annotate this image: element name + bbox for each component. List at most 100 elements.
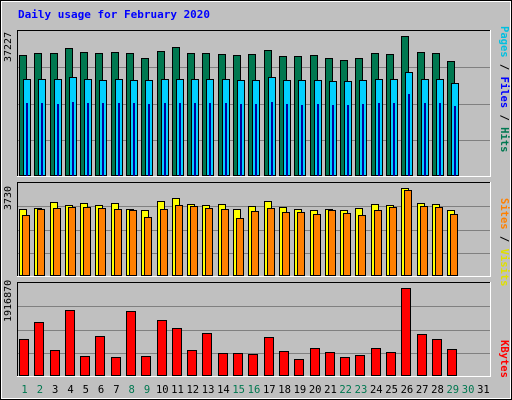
pages-bar xyxy=(454,106,456,176)
kbytes-bar xyxy=(95,336,105,376)
legend-sep-2: / xyxy=(498,108,510,128)
day-label: 17 xyxy=(263,384,276,396)
pages-bar xyxy=(378,103,380,176)
day-label: 13 xyxy=(202,384,215,396)
pages-files-hits-legend: Pages / Files / Hits xyxy=(498,26,510,152)
day-label: 24 xyxy=(370,384,383,396)
kbytes-bar xyxy=(34,322,44,376)
day-label: 3 xyxy=(52,384,58,396)
kbytes-bar xyxy=(141,356,151,376)
day-label: 6 xyxy=(98,384,104,396)
day-label: 23 xyxy=(355,384,368,396)
sites-bar xyxy=(450,214,458,276)
pages-bar xyxy=(286,104,288,176)
sites-bar xyxy=(160,209,168,276)
day-label: 11 xyxy=(171,384,184,396)
day-label: 12 xyxy=(186,384,199,396)
kbytes-axis-max-label: 1916870 xyxy=(3,279,14,322)
day-label: 25 xyxy=(385,384,398,396)
pages-bar xyxy=(133,103,135,176)
pages-bar xyxy=(439,103,441,176)
day-label: 5 xyxy=(83,384,89,396)
kbytes-legend: KBytes xyxy=(498,340,510,378)
legend-sites: Sites xyxy=(498,198,510,230)
pages-bar xyxy=(209,103,211,176)
sites-bar xyxy=(267,208,275,276)
kbytes-bar xyxy=(447,349,457,376)
sites-bar xyxy=(328,210,336,276)
kbytes-bar xyxy=(386,352,396,376)
sites-visits-legend: Sites / Visits xyxy=(498,198,510,287)
sites-bar xyxy=(404,190,412,276)
pages-bar xyxy=(118,103,120,176)
legend-pages: Pages xyxy=(498,26,510,58)
sites-bar xyxy=(297,212,305,276)
kbytes-bar xyxy=(233,353,243,376)
day-label: 28 xyxy=(431,384,444,396)
day-label: 16 xyxy=(248,384,261,396)
pages-bar xyxy=(102,103,104,176)
visits-axis-max-label: 3730 xyxy=(3,185,14,210)
pages-bar xyxy=(362,104,364,176)
day-label: 18 xyxy=(278,384,291,396)
kbytes-bar xyxy=(340,357,350,376)
kbytes-bar xyxy=(218,353,228,376)
day-label: 26 xyxy=(401,384,414,396)
day-label: 9 xyxy=(144,384,150,396)
day-label: 29 xyxy=(446,384,459,396)
day-label: 10 xyxy=(156,384,169,396)
pages-bar xyxy=(408,94,410,176)
legend-hits: Hits xyxy=(498,127,510,153)
kbytes-bar xyxy=(50,350,60,376)
kbytes-bar xyxy=(310,348,320,376)
day-label: 15 xyxy=(232,384,245,396)
sites-bar xyxy=(282,212,290,276)
sites-bar xyxy=(175,205,183,276)
pages-bar xyxy=(41,103,43,176)
legend-visits: Visits xyxy=(498,248,510,287)
day-label: 4 xyxy=(67,384,73,396)
day-label: 22 xyxy=(339,384,352,396)
pages-bar xyxy=(240,104,242,176)
kbytes-bar xyxy=(325,352,335,376)
legend-sep-3: / xyxy=(498,229,510,249)
pages-bar xyxy=(317,104,319,176)
pages-bar xyxy=(332,105,334,176)
pages-bar xyxy=(347,105,349,176)
sites-bar xyxy=(313,214,321,276)
kbytes-bar xyxy=(417,334,427,376)
sites-bar xyxy=(37,209,45,276)
sites-bar xyxy=(420,206,428,276)
kbytes-bar xyxy=(126,311,136,376)
day-label: 19 xyxy=(294,384,307,396)
day-label: 14 xyxy=(217,384,230,396)
kbytes-bar xyxy=(279,351,289,376)
kbytes-bar xyxy=(432,339,442,376)
kbytes-bar xyxy=(157,320,167,376)
kbytes-bar xyxy=(172,328,182,376)
kbytes-bar xyxy=(19,339,29,376)
day-label: 20 xyxy=(309,384,322,396)
sites-bar xyxy=(358,215,366,276)
sites-bar xyxy=(205,208,213,276)
pages-bar xyxy=(271,102,273,176)
sites-bar xyxy=(83,207,91,276)
pages-bar xyxy=(72,102,74,176)
kbytes-bar xyxy=(65,310,75,376)
kbytes-bar xyxy=(202,333,212,376)
sites-bar xyxy=(190,206,198,276)
day-label: 1 xyxy=(21,384,27,396)
pages-bar xyxy=(57,104,59,176)
sites-bar xyxy=(251,211,259,276)
kbytes-bar xyxy=(264,337,274,376)
sites-bar xyxy=(236,218,244,276)
sites-bar xyxy=(435,207,443,276)
kbytes-bar xyxy=(371,348,381,376)
day-label: 27 xyxy=(416,384,429,396)
hits-axis-max-label: 37227 xyxy=(3,31,14,62)
pages-bar xyxy=(87,103,89,176)
sites-bar xyxy=(53,208,61,276)
legend-files: Files xyxy=(498,76,510,109)
